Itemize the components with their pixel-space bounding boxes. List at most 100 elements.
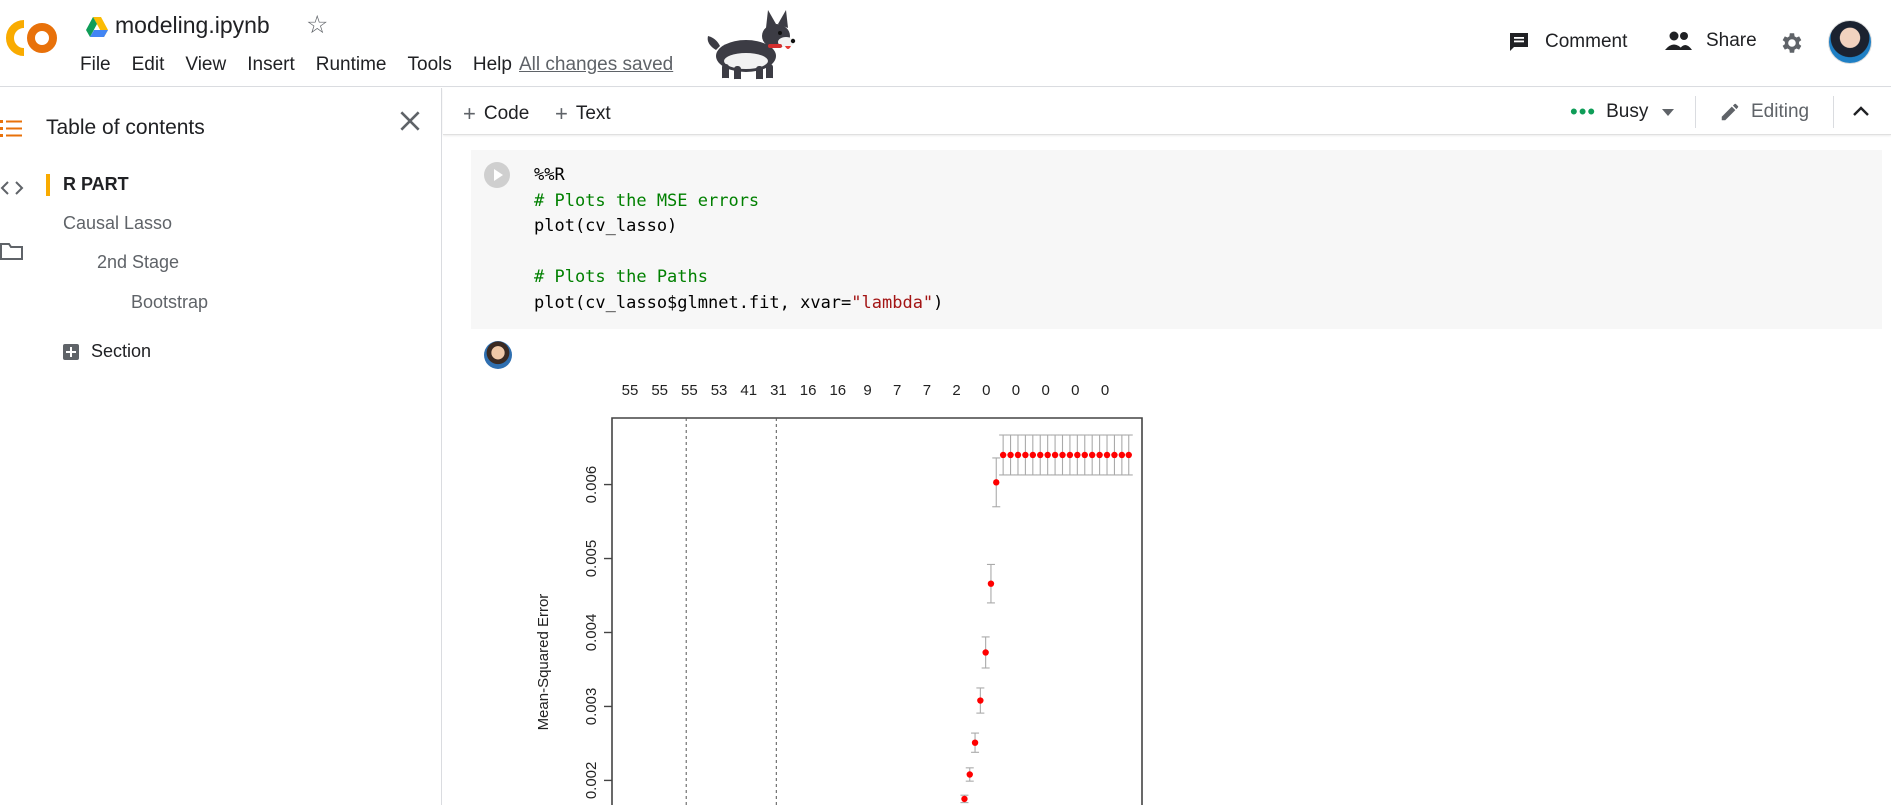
- corgi-mascot-icon: [707, 10, 796, 84]
- data-point: [1014, 451, 1022, 459]
- data-point: [966, 771, 973, 778]
- data-point: [999, 451, 1007, 459]
- data-point: [1066, 451, 1074, 459]
- data-point: [1059, 451, 1066, 459]
- toc-list-icon[interactable]: [0, 118, 24, 138]
- save-status-link[interactable]: All changes saved: [519, 54, 674, 75]
- top-axis-label: 53: [711, 382, 728, 399]
- menu-edit[interactable]: Edit: [131, 54, 165, 75]
- runtime-status-button[interactable]: ••• Busy: [1570, 99, 1675, 124]
- y-tick-label: 0.002: [583, 762, 600, 800]
- close-icon[interactable]: [397, 108, 423, 134]
- y-tick-label: 0.004: [583, 614, 600, 652]
- data-point: [977, 697, 984, 704]
- top-axis-label: 9: [863, 382, 871, 399]
- chevron-down-icon: [1662, 108, 1675, 116]
- busy-dots-icon: •••: [1570, 99, 1597, 124]
- pencil-icon: [1721, 103, 1739, 121]
- star-icon[interactable]: ☆: [306, 11, 329, 39]
- top-axis-label: 55: [651, 382, 668, 399]
- add-code-button[interactable]: + Code: [463, 101, 529, 127]
- share-button[interactable]: Share: [1664, 30, 1757, 52]
- data-point: [961, 795, 968, 803]
- user-avatar[interactable]: [1828, 20, 1872, 64]
- code-segment: plot(cv_lasso$glmnet.fit, xvar=: [534, 292, 852, 313]
- top-axis-label: 0: [982, 382, 990, 399]
- notebook-title[interactable]: modeling.ipynb: [115, 12, 270, 38]
- code-line: %%R: [534, 165, 565, 185]
- toc-item-2nd-stage[interactable]: 2nd Stage: [97, 252, 180, 272]
- data-point: [1074, 451, 1081, 459]
- menu-runtime[interactable]: Runtime: [315, 54, 387, 75]
- people-icon: [1665, 31, 1692, 50]
- add-text-button[interactable]: + Text: [555, 101, 611, 127]
- code-editor[interactable]: %%R # Plots the MSE errors plot(cv_lasso) ​…: [534, 163, 943, 316]
- data-point: [987, 580, 995, 587]
- top-axis-label: 31: [770, 382, 787, 399]
- toolbar-divider: [1695, 96, 1696, 128]
- y-axis-label: Mean-Squared Error: [535, 594, 552, 731]
- toc-title: Table of contents: [46, 116, 205, 139]
- code-line: plot(cv_lasso): [534, 216, 678, 236]
- top-axis-label: 2: [952, 382, 960, 399]
- comment-label: Comment: [1545, 31, 1628, 52]
- data-point: [1081, 451, 1088, 459]
- top-axis-label: 7: [893, 382, 901, 399]
- top-axis-label: 41: [740, 382, 757, 399]
- menu-file[interactable]: File: [80, 54, 111, 75]
- runtime-status-label: Busy: [1606, 101, 1649, 122]
- menu-tools[interactable]: Tools: [407, 54, 452, 75]
- code-segment: ): [933, 292, 944, 313]
- code-line: ​: [534, 240, 943, 266]
- code-snippets-icon[interactable]: [0, 180, 24, 196]
- data-point: [1118, 451, 1126, 459]
- editing-mode-button[interactable]: Editing: [1719, 101, 1809, 123]
- y-tick-label: 0.005: [583, 540, 600, 578]
- add-box-icon: [63, 343, 79, 360]
- code-line: plot(cv_lasso$glmnet.fit, xvar="lambda"): [534, 291, 943, 317]
- data-point: [982, 649, 989, 656]
- top-axis-label: 0: [1041, 382, 1049, 399]
- toc-panel: Table of contents R PART Causal Lasso 2n…: [0, 88, 442, 805]
- top-axis-label: 16: [800, 382, 817, 399]
- output-author-avatar: [484, 341, 512, 369]
- comment-icon: [1510, 33, 1528, 51]
- data-point: [1029, 451, 1037, 459]
- add-text-label: Text: [575, 103, 611, 124]
- y-tick-label: 0.003: [583, 688, 600, 726]
- add-section-button[interactable]: Section: [63, 341, 151, 362]
- code-cell[interactable]: %%R # Plots the MSE errors plot(cv_lasso) ​…: [471, 150, 1882, 329]
- mse-plot: 55 55 55 53 41 31 16 16 9 7 7 2 0 0 0 0 0 0.002 0.003 0.004…: [535, 382, 1143, 805]
- notebook-toolbar: + Code + Text ••• Busy Editing: [443, 88, 1891, 135]
- section-label: Section: [91, 341, 152, 361]
- toc-item-causal-lasso[interactable]: Causal Lasso: [63, 213, 173, 233]
- google-drive-icon[interactable]: [86, 17, 108, 37]
- add-code-label: Code: [483, 103, 530, 124]
- data-point: [1111, 451, 1118, 459]
- data-point: [1022, 451, 1029, 459]
- top-axis-label: 0: [1012, 382, 1020, 399]
- editing-mode-label: Editing: [1751, 101, 1810, 122]
- comment-button[interactable]: Comment: [1507, 30, 1627, 54]
- y-tick-label: 0.006: [583, 466, 600, 504]
- toc-item-r-part[interactable]: R PART: [63, 174, 129, 194]
- folder-icon[interactable]: [0, 242, 24, 260]
- data-point: [1103, 451, 1111, 459]
- data-point: [1125, 451, 1132, 459]
- plot-frame: [611, 417, 1143, 805]
- menu-help[interactable]: Help: [472, 54, 512, 75]
- code-string: "lambda": [851, 292, 934, 313]
- menu-view[interactable]: View: [185, 54, 227, 75]
- toc-active-indicator: [46, 174, 50, 196]
- run-cell-button[interactable]: [484, 162, 510, 188]
- top-axis-label: 7: [923, 382, 931, 399]
- toc-item-bootstrap[interactable]: Bootstrap: [131, 292, 209, 312]
- toolbar-divider: [1833, 96, 1834, 128]
- chevron-up-icon[interactable]: [1849, 100, 1873, 124]
- gear-icon[interactable]: [1778, 30, 1804, 56]
- menu-insert[interactable]: Insert: [247, 54, 295, 75]
- top-axis-label: 55: [622, 382, 639, 399]
- data-point: [1007, 451, 1014, 459]
- code-line: # Plots the MSE errors: [534, 190, 760, 211]
- colab-logo-icon[interactable]: [4, 18, 60, 58]
